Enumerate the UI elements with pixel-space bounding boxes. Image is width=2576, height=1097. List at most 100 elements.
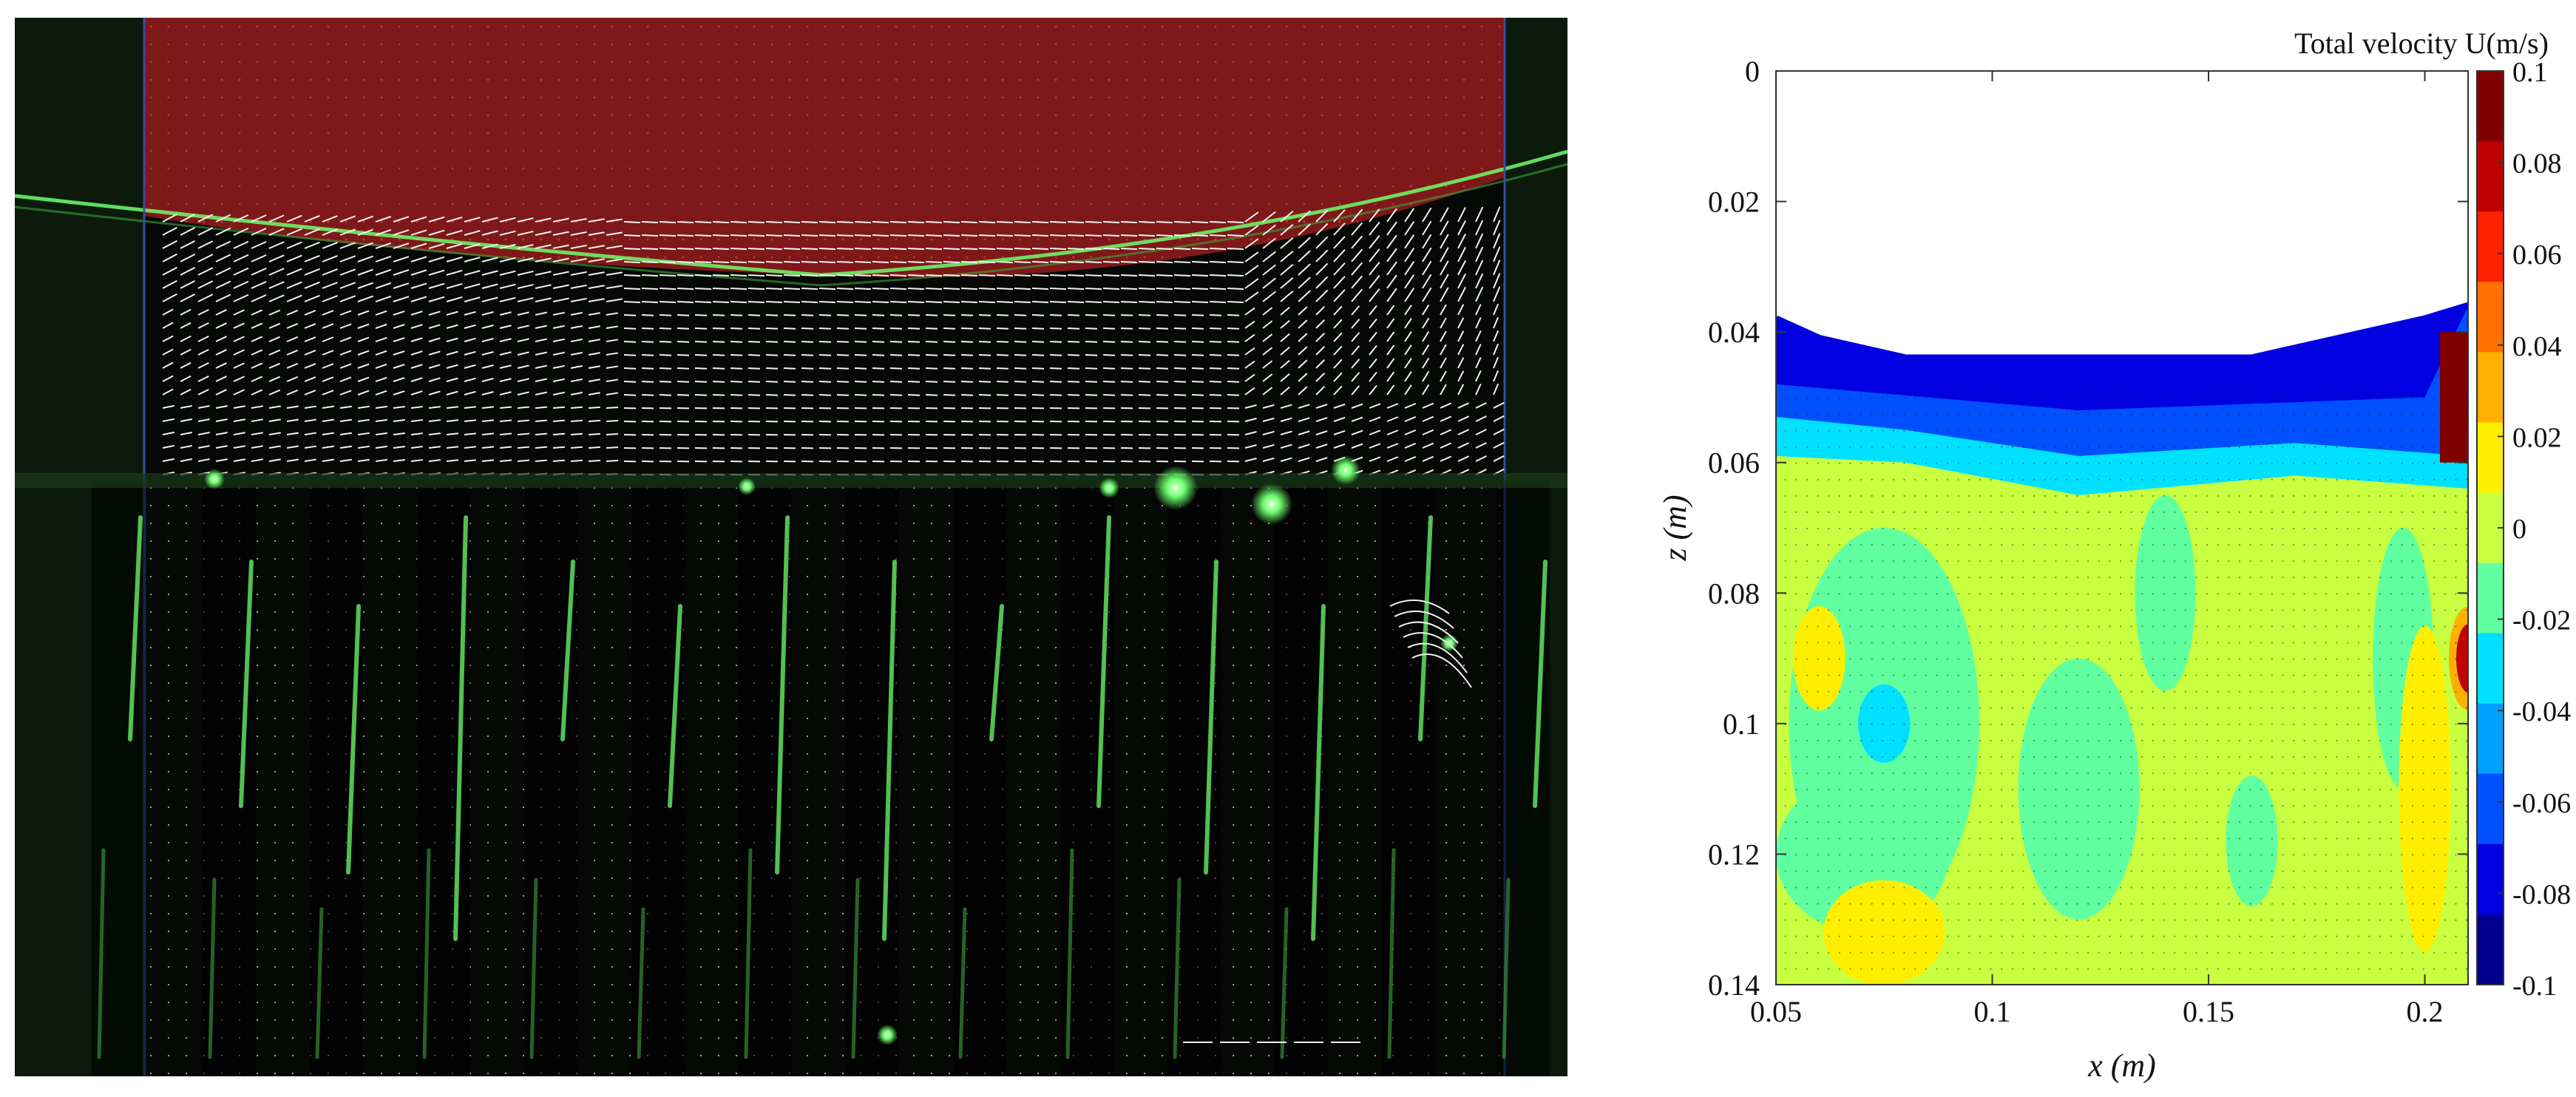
vector-dot [2055, 968, 2057, 970]
vector-dot [1990, 462, 1992, 464]
vector-arrow [268, 336, 281, 342]
vector-dot [2055, 528, 2057, 529]
vector-dot [2011, 544, 2013, 546]
vector-arrow [304, 458, 316, 462]
vector-dot [2444, 903, 2446, 905]
vector-arrow [1457, 330, 1465, 342]
vector-dot [2174, 903, 2176, 905]
vector-dot [1860, 690, 1862, 693]
vector-dot [2163, 968, 2165, 970]
vector-dot [2325, 544, 2327, 546]
vector-dot [1947, 919, 1949, 921]
vector-arrow [801, 274, 818, 277]
vector-dot [2444, 609, 2446, 611]
vector-dot [2228, 707, 2230, 709]
vector-dot [2260, 935, 2263, 937]
vector-dot [1925, 707, 1927, 709]
vector-arrow [748, 354, 761, 356]
vector-arrow [801, 381, 814, 383]
vector-arrow [783, 367, 796, 370]
vector-dot [2422, 462, 2424, 464]
vector-dot [2336, 511, 2338, 513]
vector-dot [2174, 935, 2176, 937]
vector-dot [2217, 511, 2219, 513]
vector-arrow [180, 335, 191, 342]
vector-arrow [748, 221, 765, 224]
vector-arrow [1493, 259, 1501, 276]
vector-dot [2271, 951, 2273, 954]
vector-dot [2466, 429, 2468, 432]
vector-dot [2109, 511, 2111, 513]
vector-dot [2120, 544, 2122, 546]
vector-dot [2325, 495, 2327, 497]
vector-arrow [1369, 429, 1381, 435]
vector-dot [1903, 674, 1905, 676]
vector-arrow [1422, 274, 1432, 289]
vector-arrow [1422, 344, 1430, 356]
vector-dot [2184, 593, 2186, 595]
vector-arrow [978, 381, 992, 383]
vector-arrow [517, 351, 529, 356]
vector-dot [1860, 723, 1862, 725]
vector-dot [2271, 593, 2273, 595]
vector-dot [2152, 838, 2154, 840]
vector-dot [2368, 919, 2370, 921]
particle-glow [1331, 455, 1360, 485]
vector-dot [2466, 544, 2468, 546]
vector-dot [2055, 397, 2057, 399]
vector-dot [2379, 609, 2382, 611]
vector-arrow [836, 381, 850, 383]
vector-dot [2055, 707, 2057, 709]
vector-arrow [357, 458, 370, 462]
vector-dot [1979, 903, 1981, 905]
vector-dot [1784, 690, 1786, 693]
vector-dot [2293, 478, 2295, 480]
vector-dot [2411, 478, 2413, 480]
vector-dot [2401, 903, 2403, 905]
vector-arrow [1085, 248, 1102, 251]
vector-dot [2001, 511, 2003, 513]
vector-dot [1925, 642, 1927, 644]
vector-arrow [1351, 288, 1363, 302]
vector-dot [2455, 511, 2457, 513]
vector-arrow [588, 325, 600, 329]
vector-arrow [197, 308, 209, 316]
vector-arrow [783, 234, 801, 237]
vector-dot [2044, 707, 2046, 709]
vector-arrow [818, 314, 832, 316]
vector-dot [2184, 707, 2186, 709]
vector-dot [1795, 805, 1797, 807]
vector-arrow [818, 367, 832, 370]
laser-streak [1280, 907, 1289, 1059]
vector-dot [2303, 854, 2305, 856]
vector-dot [2249, 772, 2251, 775]
vector-dot [2357, 886, 2359, 889]
vector-dot [2011, 789, 2013, 791]
vector-arrow [162, 458, 174, 462]
vector-dot [2357, 903, 2359, 905]
vector-arrow [322, 418, 334, 422]
vector-dot [2455, 462, 2457, 464]
vector-dot [2206, 886, 2209, 889]
vector-dot [2238, 560, 2240, 563]
vector-dot [2379, 821, 2382, 823]
vector-dot [2422, 723, 2424, 725]
vector-arrow [215, 254, 231, 262]
vector-dot [2022, 870, 2024, 872]
vector-dot [1957, 805, 1959, 807]
vector-dot [2357, 870, 2359, 872]
vector-arrow [1475, 402, 1487, 409]
vector-dot [1914, 968, 1916, 970]
vector-dot [2228, 462, 2230, 464]
vector-arrow [375, 255, 392, 262]
vector-arrow [1244, 211, 1259, 223]
vector-arrow [1457, 233, 1466, 249]
vector-dot [2195, 478, 2197, 480]
vector-arrow [907, 274, 925, 277]
vector-dot [2282, 397, 2284, 399]
vector-arrow [1315, 430, 1328, 435]
vector-arrow [322, 282, 338, 289]
vector-arrow [623, 314, 637, 316]
vector-dot [2433, 690, 2436, 693]
vector-dot [2325, 593, 2327, 595]
